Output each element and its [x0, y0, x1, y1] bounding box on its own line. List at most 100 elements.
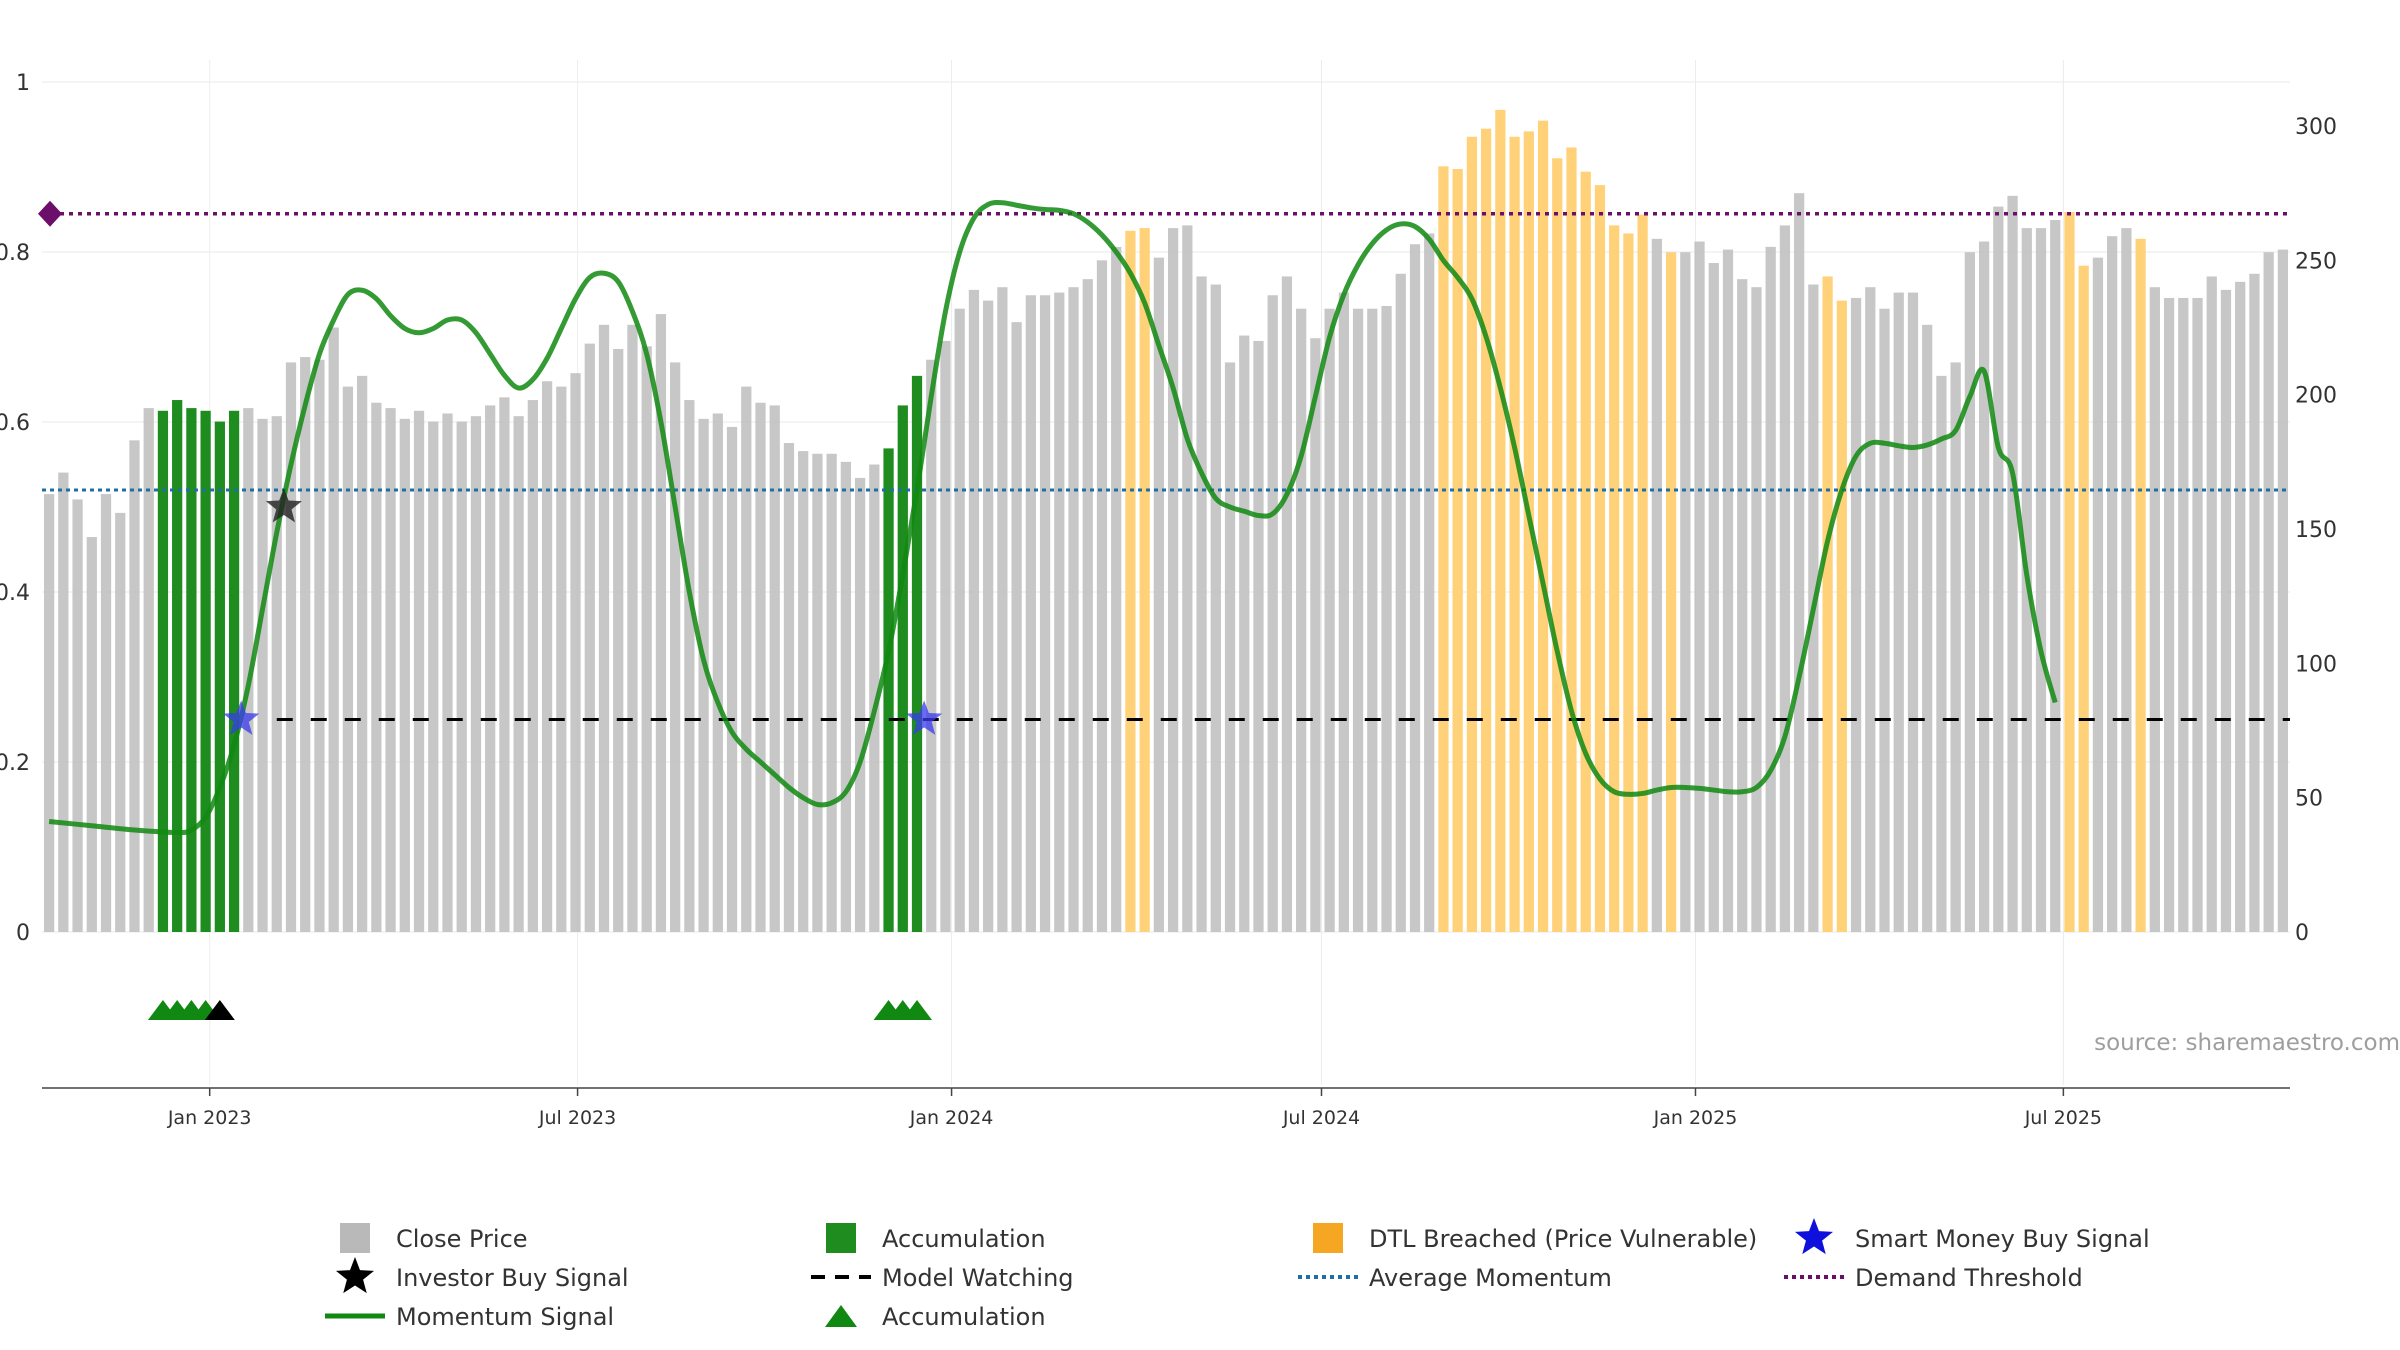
price-bar — [1352, 308, 1364, 932]
price-bar — [726, 426, 738, 932]
legend-swatch — [340, 1223, 370, 1253]
price-bar — [1836, 300, 1847, 933]
price-bar — [627, 324, 638, 932]
price-bar — [1395, 273, 1406, 932]
price-bar — [2263, 252, 2274, 933]
price-bar — [684, 400, 695, 932]
price-bar — [1011, 322, 1022, 932]
price-bar — [1054, 292, 1065, 932]
legend-swatch — [1313, 1223, 1343, 1253]
legend-label: Close Price — [396, 1225, 528, 1253]
price-bars — [43, 109, 2289, 933]
price-bar — [1438, 166, 1449, 933]
price-bar — [1623, 233, 1634, 932]
price-bar — [1153, 257, 1165, 932]
price-bar — [812, 453, 823, 932]
legend: Close Price Accumulation DTL Breached (Pri… — [325, 1218, 2150, 1331]
investor-triangle — [204, 1000, 235, 1020]
price-bar — [755, 402, 766, 932]
left-axis-tick: 0 — [16, 921, 30, 946]
price-bar — [1737, 279, 1748, 932]
price-bar — [1409, 244, 1421, 933]
price-bar — [1850, 297, 1862, 932]
right-axis-tick: 50 — [2295, 787, 2323, 812]
legend-item: Smart Money Buy Signal — [1794, 1218, 2150, 1255]
price-bar — [2007, 195, 2018, 932]
price-bar — [1281, 276, 1293, 932]
demand-threshold-marker — [38, 200, 62, 227]
price-bar — [1794, 193, 1805, 932]
price-bar — [499, 397, 510, 932]
price-bar — [655, 314, 667, 933]
x-axis-tick: Jan 2024 — [909, 1107, 994, 1129]
signal-markers — [147, 488, 943, 1020]
price-bar — [143, 408, 154, 933]
price-bar — [2220, 289, 2232, 932]
price-bar — [1893, 292, 1904, 932]
price-bar — [1466, 136, 1478, 932]
price-bar — [968, 289, 980, 932]
price-bar — [470, 416, 482, 932]
legend-item: Investor Buy Signal — [335, 1257, 629, 1294]
price-bar — [2050, 220, 2061, 933]
legend-item: Close Price — [340, 1223, 528, 1253]
price-bar — [1964, 252, 1975, 933]
price-bar — [214, 421, 225, 932]
price-bar — [314, 359, 325, 932]
price-bar — [1993, 206, 2004, 933]
price-bar — [2149, 287, 2160, 932]
momentum-signal-series — [48, 200, 2058, 836]
price-bar — [1537, 120, 1549, 933]
price-bar — [200, 410, 211, 933]
price-bar — [741, 386, 752, 932]
price-bar — [584, 343, 595, 932]
right-axis-tick: 200 — [2295, 384, 2337, 409]
price-bar — [1452, 168, 1463, 932]
price-bar — [285, 362, 297, 933]
momentum-signal-line — [48, 200, 2058, 836]
smart-money-buy-star — [223, 700, 260, 735]
price-bar — [1239, 335, 1250, 932]
price-bar — [2092, 257, 2104, 932]
price-bar — [1111, 246, 1122, 932]
price-bar — [1495, 109, 1506, 932]
investor-buy-star — [265, 488, 302, 523]
smart-money-buy-star — [906, 700, 943, 735]
price-bar — [1324, 308, 1335, 932]
legend-label: Smart Money Buy Signal — [1855, 1225, 2150, 1253]
price-bar — [1922, 324, 1933, 932]
price-bar — [1210, 284, 1221, 933]
price-bar — [328, 327, 339, 932]
x-axis-tick: Jul 2023 — [538, 1107, 616, 1129]
price-bar — [399, 418, 410, 932]
price-bar — [698, 418, 709, 932]
price-bar — [1552, 158, 1563, 933]
price-bar — [1609, 225, 1620, 932]
price-bar — [1381, 306, 1392, 932]
legend-item: Momentum Signal — [325, 1303, 614, 1331]
price-bar — [371, 402, 382, 932]
price-bar — [1310, 338, 1321, 932]
price-bar — [2235, 281, 2246, 932]
left-axis-tick: 0.4 — [0, 581, 30, 606]
price-bar — [1139, 228, 1150, 933]
price-bar — [2277, 249, 2289, 932]
price-bar — [1068, 287, 1079, 932]
right-axis-tick: 0 — [2295, 921, 2309, 946]
price-bar — [1424, 233, 1435, 932]
price-bar — [2135, 238, 2146, 933]
price-bar — [1950, 362, 1961, 933]
price-bar — [1338, 292, 1349, 932]
price-bar — [157, 410, 169, 933]
left-axis-tick: 0.6 — [0, 411, 30, 436]
legend-item: Model Watching — [811, 1264, 1074, 1292]
price-bar — [1167, 228, 1179, 933]
price-bar — [940, 340, 951, 932]
price-bar — [385, 408, 396, 933]
reference-lines — [38, 200, 2290, 721]
price-bar — [1125, 230, 1136, 932]
price-bar — [172, 400, 183, 932]
price-bar — [712, 413, 723, 932]
legend-star-icon — [1794, 1218, 1834, 1255]
